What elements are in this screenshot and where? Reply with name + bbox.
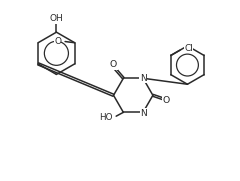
- Text: N: N: [140, 109, 147, 118]
- Text: N: N: [140, 74, 146, 83]
- Text: HO: HO: [99, 113, 113, 122]
- Text: O: O: [110, 60, 117, 69]
- Text: O: O: [54, 37, 61, 46]
- Text: Cl: Cl: [184, 44, 193, 53]
- Text: N: N: [140, 109, 147, 118]
- Text: OH: OH: [49, 14, 63, 24]
- Text: N: N: [140, 74, 146, 83]
- Text: O: O: [163, 96, 170, 105]
